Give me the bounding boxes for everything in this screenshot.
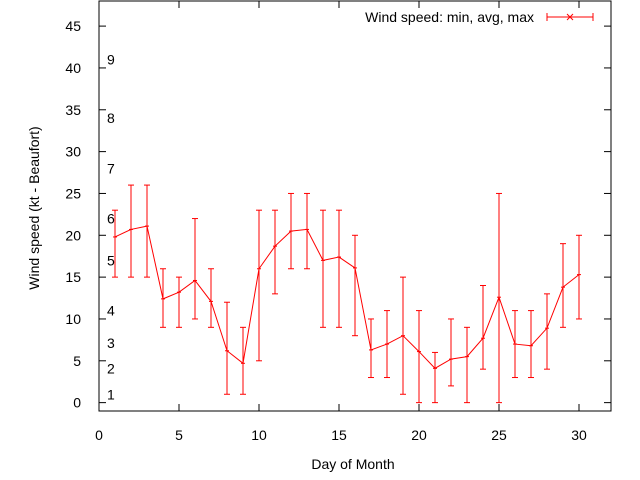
avg-point xyxy=(513,342,517,347)
avg-point xyxy=(465,354,469,359)
y-tick-label: 45 xyxy=(65,18,81,34)
x-tick-label: 15 xyxy=(331,427,347,443)
data-points xyxy=(113,224,581,371)
avg-point xyxy=(289,229,293,234)
avg-point xyxy=(337,255,341,260)
beaufort-label: 8 xyxy=(107,110,115,126)
y-tick-label: 5 xyxy=(73,353,81,369)
y-tick-label: 40 xyxy=(65,60,81,76)
x-tick-label: 20 xyxy=(411,427,427,443)
avg-point xyxy=(545,326,549,331)
avg-wind-line xyxy=(114,225,580,369)
beaufort-label: 7 xyxy=(107,160,115,176)
avg-point xyxy=(161,296,165,301)
avg-point xyxy=(353,265,357,270)
avg-point xyxy=(433,366,437,371)
beaufort-label: 9 xyxy=(107,52,115,68)
x-tick-label: 10 xyxy=(251,427,267,443)
y-tick-label: 0 xyxy=(73,395,81,411)
avg-point xyxy=(401,333,405,338)
x-axis-label: Day of Month xyxy=(311,456,394,472)
avg-point xyxy=(577,272,581,277)
beaufort-label: 3 xyxy=(107,335,115,351)
beaufort-label: 4 xyxy=(107,303,115,319)
legend-label: Wind speed: min, avg, max xyxy=(365,9,534,25)
legend: Wind speed: min, avg, max xyxy=(365,9,594,25)
beaufort-label: 2 xyxy=(107,360,115,376)
x-axis: 0 5 10 15 20 25 30 xyxy=(95,1,587,443)
avg-point xyxy=(321,258,325,263)
y-tick-label: 15 xyxy=(65,269,81,285)
x-tick-label: 0 xyxy=(95,427,103,443)
y-tick-label: 10 xyxy=(65,311,81,327)
y-tick-label: 20 xyxy=(65,227,81,243)
error-bars xyxy=(112,184,582,404)
avg-point xyxy=(273,244,277,249)
beaufort-label: 1 xyxy=(107,386,115,402)
avg-point xyxy=(497,295,501,300)
avg-point xyxy=(305,227,309,232)
avg-point xyxy=(113,234,117,239)
beaufort-label: 5 xyxy=(107,252,115,268)
legend-swatch xyxy=(546,13,594,21)
avg-point xyxy=(225,348,229,353)
avg-point xyxy=(193,278,197,283)
avg-point xyxy=(177,290,181,295)
y-axis-label: Wind speed (kt - Beaufort) xyxy=(26,126,42,289)
avg-point xyxy=(369,347,373,352)
x-tick-label: 5 xyxy=(175,427,183,443)
avg-point xyxy=(145,224,149,229)
avg-point xyxy=(257,266,261,271)
avg-point xyxy=(241,361,245,366)
avg-point xyxy=(529,343,533,348)
avg-point xyxy=(561,285,565,290)
avg-point xyxy=(481,336,485,341)
avg-point xyxy=(385,342,389,347)
x-tick-label: 25 xyxy=(491,427,507,443)
avg-point xyxy=(417,349,421,354)
y-tick-label: 30 xyxy=(65,144,81,160)
beaufort-label: 6 xyxy=(107,211,115,227)
beaufort-scale-labels: 1 2 3 4 5 6 7 8 9 xyxy=(107,52,115,403)
x-tick-label: 30 xyxy=(571,427,587,443)
y-tick-label: 35 xyxy=(65,102,81,118)
avg-point xyxy=(129,227,133,232)
y-tick-label: 25 xyxy=(65,185,81,201)
avg-point xyxy=(449,357,453,362)
avg-point xyxy=(209,299,213,304)
plot-frame xyxy=(98,0,612,412)
